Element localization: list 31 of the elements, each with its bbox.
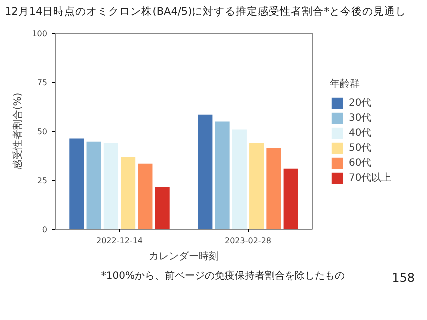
bar — [104, 143, 118, 230]
y-tick-label: 50 — [37, 128, 48, 136]
bar — [250, 143, 264, 230]
bar — [215, 122, 230, 230]
legend-label: 70代以上 — [349, 172, 392, 185]
legend-label: 60代 — [349, 157, 372, 170]
x-axis-title: カレンダー時刻 — [149, 250, 219, 262]
x-tick-label: 2022-12-14 — [96, 236, 144, 246]
bar — [232, 130, 247, 230]
chart-title: 12月14日時点のオミクロン株(BA4/5)に対する推定感受性者割合*と今後の見通し — [5, 5, 406, 20]
bar — [121, 156, 136, 230]
y-axis-title: 感受性者割合(%) — [12, 92, 24, 170]
y-tick-label: 0 — [42, 226, 48, 234]
legend-label: 20代 — [349, 97, 372, 110]
bar — [155, 186, 170, 230]
legend-label: 50代 — [349, 142, 372, 155]
y-tick-label: 75 — [37, 78, 48, 88]
bar — [266, 148, 282, 230]
bar — [70, 138, 84, 230]
x-tick-label: 2023-02-28 — [225, 236, 272, 246]
bar — [198, 114, 213, 230]
bar — [138, 164, 153, 230]
y-tick-label: 25 — [37, 176, 48, 186]
text: 158 — [392, 270, 415, 287]
bar — [284, 168, 298, 230]
legend-title: 年齢群 — [330, 78, 361, 91]
y-tick-label: 100 — [32, 30, 48, 38]
legend-label: 40代 — [349, 127, 372, 140]
legend-label: 30代 — [349, 112, 372, 125]
text: *100%から、前ページの免疫保持者割合を除したもの — [101, 270, 345, 284]
bar — [86, 142, 102, 230]
